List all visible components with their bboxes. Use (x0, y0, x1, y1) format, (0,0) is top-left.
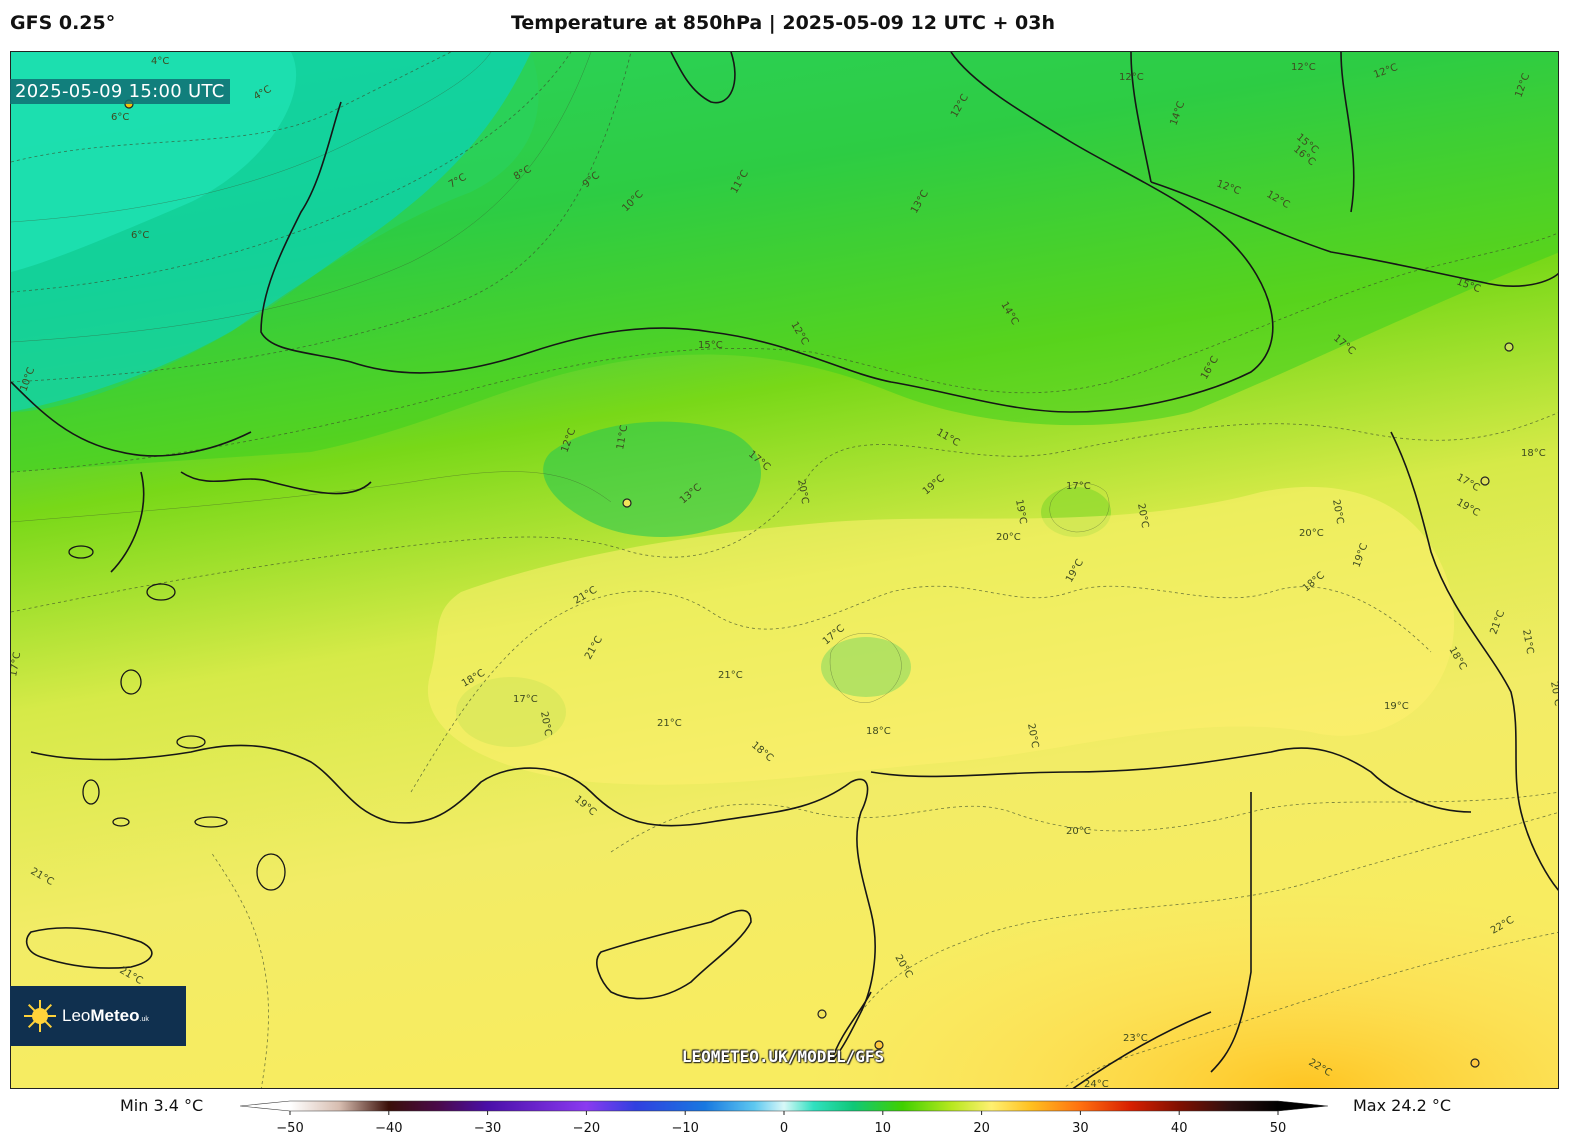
colorbar-tick-label: −20 (573, 1121, 600, 1136)
contour-label: 21°C (657, 718, 682, 729)
colorbar-tick-label: −10 (671, 1121, 698, 1136)
max-temperature-label: Max 24.2 °C (1353, 1096, 1452, 1115)
islands (68, 545, 286, 891)
contour-label: 18°C (866, 726, 891, 737)
contour-label: 17°C (1066, 481, 1091, 492)
colorbar-tick-label: 0 (780, 1121, 788, 1136)
valid-time-label: 2025-05-09 15:00 UTC (10, 79, 230, 104)
warm-region-interior (427, 486, 1455, 785)
colorbar-ticks: −50 −40 −30 −20 −10 0 10 20 30 40 50 (276, 1111, 1286, 1136)
temperature-map[interactable]: 4°C 4°C 6°C 6°C 7°C 8°C 9°C 10°C 11°C 12°C 13°C 12°… (10, 51, 1559, 1089)
colorbar-tick-label: 10 (875, 1121, 892, 1136)
city-marker (1470, 1058, 1480, 1068)
contour-label: 20°C (795, 479, 810, 505)
colorbar: −50 −40 −30 −20 −10 0 10 20 30 40 50 (240, 1100, 1329, 1136)
cold-core-nw (11, 52, 297, 272)
contour-label: 20°C (538, 711, 553, 737)
contour-label: 17°C (513, 694, 538, 705)
model-name: GFS 0.25° (10, 12, 116, 34)
city-marker (622, 498, 632, 508)
city-marker (1480, 476, 1490, 486)
chart-title: Temperature at 850hPa | 2025-05-09 12 UT… (510, 12, 1056, 34)
contour-label: 20°C (1548, 681, 1559, 707)
coastlines-borders (11, 52, 1558, 1088)
logo-wordmark: LeoMeteo.uk (62, 1006, 149, 1025)
contour-label: 20°C (996, 532, 1021, 543)
colorbar-tick-label: −30 (474, 1121, 501, 1136)
colorbar-tick-label: 50 (1270, 1121, 1287, 1136)
sun-icon (24, 1000, 56, 1032)
contour-label: 15°C (698, 340, 723, 351)
contour-label: 11°C (615, 424, 630, 450)
isotherms (11, 52, 1558, 1088)
contour-label: 21°C (718, 670, 743, 681)
contour-label: 6°C (111, 112, 129, 123)
contour-label: 20°C (1330, 499, 1345, 525)
contour-label: 20°C (1299, 528, 1324, 539)
cool-pocket-1 (543, 421, 761, 537)
contour-label: 20°C (1025, 723, 1040, 749)
leometeo-logo[interactable]: LeoMeteo.uk (10, 986, 186, 1046)
min-temperature-label: Min 3.4 °C (120, 1096, 204, 1115)
contour-label: 12°C (1291, 62, 1316, 73)
contour-label: 6°C (131, 230, 149, 241)
colorbar-tick-label: 20 (973, 1121, 990, 1136)
contour-label: 24°C (1084, 1079, 1109, 1089)
contour-label: 19°C (1384, 701, 1409, 712)
warm-band-north (11, 52, 1558, 472)
colorbar-tick-label: 40 (1171, 1121, 1188, 1136)
colorbar-tick-label: −40 (375, 1121, 402, 1136)
contour-label: 4°C (151, 56, 169, 67)
city-marker (1504, 342, 1514, 352)
contour-label: 12°C (1119, 72, 1144, 83)
contour-label: 20°C (1066, 826, 1091, 837)
contour-label: 20°C (1135, 503, 1150, 529)
isotherms-solid (11, 52, 1110, 703)
colorbar-tick-label: 30 (1072, 1121, 1089, 1136)
contour-label: 18°C (1521, 448, 1546, 459)
contour-label: 19°C (1013, 499, 1028, 525)
watermark-url: LEOMETEO.UK/MODEL/GFS (681, 1047, 885, 1066)
colorbar-tick-label: −50 (276, 1121, 303, 1136)
colorbar-scale (240, 1100, 1329, 1112)
contour-label: 21°C (1520, 629, 1535, 655)
map-canvas: 4°C4°C6°C6°C7°C 8°C 9°C10°C11°C12°C13°C12°… (11, 52, 1559, 1089)
city-marker (874, 1040, 884, 1050)
contour-label: 23°C (1123, 1033, 1148, 1044)
city-markers (124, 99, 1514, 1068)
city-marker (817, 1009, 827, 1019)
warm-region-se (711, 752, 1558, 1088)
